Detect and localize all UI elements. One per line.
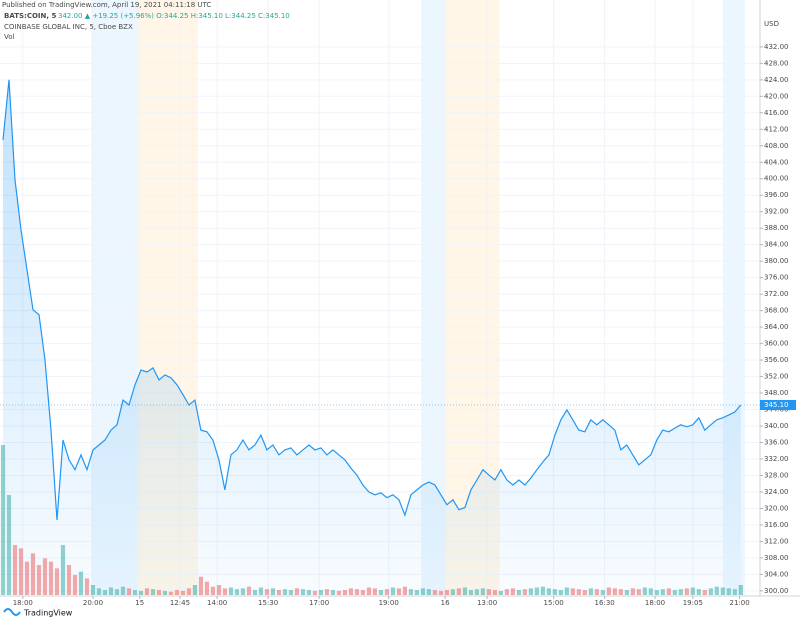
- y-tick-label: 340.00: [764, 422, 789, 430]
- x-tick-label: 20:00: [83, 599, 103, 607]
- y-tick-label: 332.00: [764, 455, 789, 463]
- session-band: [421, 0, 446, 595]
- x-tick-label: 15: [135, 599, 144, 607]
- y-tick-label: 328.00: [764, 471, 789, 479]
- chart-title: COINBASE GLOBAL INC, 5, Cboe BZX: [4, 23, 133, 31]
- y-tick-label: 408.00: [764, 142, 789, 150]
- currency: USD: [764, 20, 779, 28]
- volume-bar: [0, 445, 6, 595]
- y-tick-label: 424.00: [764, 76, 789, 84]
- price-plot: [0, 79, 760, 596]
- y-tick-label: 380.00: [764, 257, 789, 265]
- x-tick-label: 14:00: [207, 599, 227, 607]
- x-tick-label: 16: [441, 599, 450, 607]
- y-tick-label: 388.00: [764, 224, 789, 232]
- published: Published on TradingView.com, April 19, …: [2, 1, 211, 9]
- symbol: BATS:COIN, 5: [4, 12, 56, 20]
- last-price-label: 345.10: [764, 401, 789, 409]
- y-tick-label: 308.00: [764, 554, 789, 562]
- y-tick-label: 320.00: [764, 504, 789, 512]
- y-tick-label: 428.00: [764, 59, 789, 67]
- y-tick-label: 356.00: [764, 356, 789, 364]
- x-tick-label: 17:00: [309, 599, 329, 607]
- x-tick-label: 19:05: [683, 599, 703, 607]
- y-tick-label: 300.00: [764, 587, 789, 595]
- y-tick-label: 420.00: [764, 92, 789, 100]
- x-tick-label: 18:00: [13, 599, 33, 607]
- y-tick-label: 412.00: [764, 125, 789, 133]
- x-tick-label: 16:30: [595, 599, 615, 607]
- y-tick-label: 404.00: [764, 158, 789, 166]
- y-tick-label: 368.00: [764, 307, 789, 315]
- x-tick-label: 18:00: [645, 599, 665, 607]
- axes: 300.00 304.00 308.00 312.00 316.00 320.00 324.…: [13, 43, 796, 607]
- logo-icon: [3, 608, 21, 616]
- x-tick-label: 15:00: [544, 599, 564, 607]
- last-price-box: [760, 400, 796, 411]
- y-tick-label: 312.00: [764, 537, 789, 545]
- y-tick-label: 336.00: [764, 439, 789, 447]
- volume-label: Vol: [4, 33, 15, 41]
- y-tick-label: 364.00: [764, 323, 789, 331]
- y-tick-label: 432.00: [764, 43, 789, 51]
- price-area: [2, 79, 741, 596]
- y-tick-label: 416.00: [764, 109, 789, 117]
- quote: 342.00 ▲ +19.25 (+5.96%) O:344.25 H:345.…: [58, 12, 290, 20]
- y-tick-label: 376.00: [764, 274, 789, 282]
- x-tick-label: 13:00: [477, 599, 497, 607]
- x-tick-label: 19:00: [379, 599, 399, 607]
- y-tick-label: 400.00: [764, 175, 789, 183]
- y-tick-label: 316.00: [764, 521, 789, 529]
- logo: TradingView: [3, 608, 73, 618]
- y-tick-label: 384.00: [764, 241, 789, 249]
- y-tick-label: 324.00: [764, 488, 789, 496]
- y-tick-label: 372.00: [764, 290, 789, 298]
- x-tick-label: 21:00: [730, 599, 750, 607]
- price-line: [2, 79, 742, 521]
- x-tick-label: 15:30: [258, 599, 278, 607]
- y-tick-label: 348.00: [764, 389, 789, 397]
- x-tick-label: 12:45: [170, 599, 190, 607]
- y-tick-label: 352.00: [764, 373, 789, 381]
- y-tick-label: 304.00: [764, 570, 789, 578]
- y-tick-label: 360.00: [764, 340, 789, 348]
- volume-bar: [738, 585, 743, 595]
- y-tick-label: 396.00: [764, 191, 789, 199]
- footer: TradingView: [23, 609, 73, 618]
- y-tick-label: 392.00: [764, 208, 789, 216]
